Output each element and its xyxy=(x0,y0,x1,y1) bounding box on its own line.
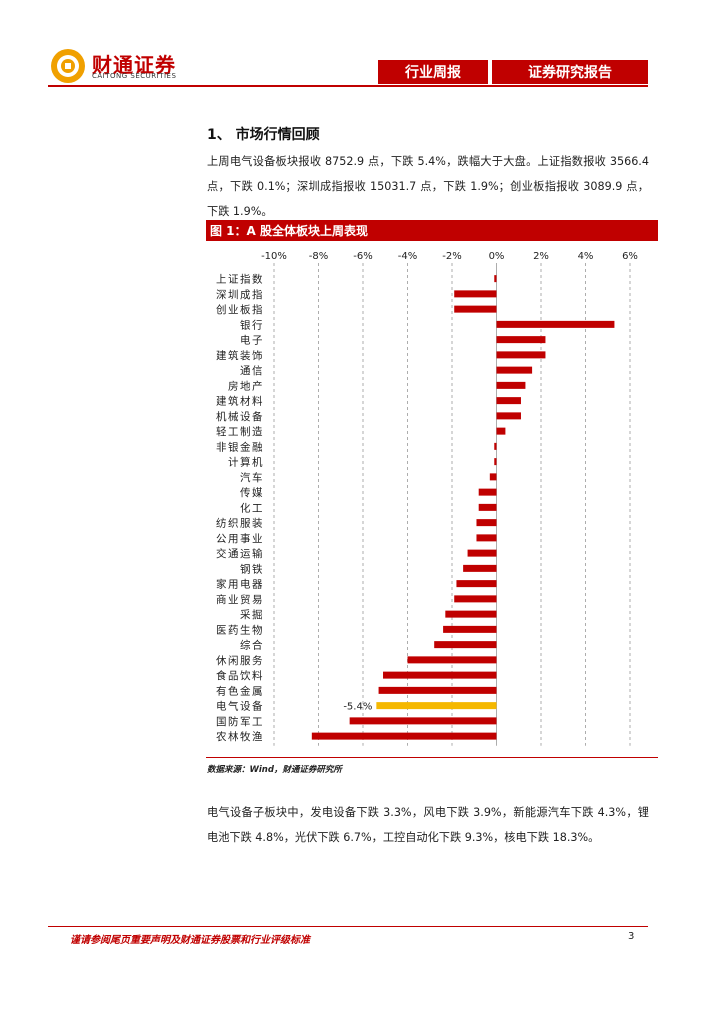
category-label: 银行 xyxy=(240,318,264,331)
bar xyxy=(467,549,497,557)
bar xyxy=(407,656,497,664)
logo-subtext: CAITONG SECURITIES xyxy=(92,72,177,80)
category-label: 采掘 xyxy=(240,608,264,621)
category-label: 钢铁 xyxy=(240,562,264,575)
bar xyxy=(445,610,497,618)
bar xyxy=(494,442,497,450)
logo-text: 财通证券 xyxy=(92,53,176,77)
category-label: 医药生物 xyxy=(216,623,264,636)
logo-mark-icon xyxy=(51,49,85,83)
bar xyxy=(349,717,497,725)
bar xyxy=(476,534,497,542)
category-label: 深圳成指 xyxy=(216,288,264,301)
report-type-tab: 行业周报 xyxy=(378,60,488,84)
bar xyxy=(378,686,497,694)
category-label: 机械设备 xyxy=(216,410,264,423)
bar xyxy=(496,320,615,328)
category-label: 纺织服装 xyxy=(216,517,264,530)
x-tick-label: 4% xyxy=(578,251,594,262)
x-tick-label: -4% xyxy=(398,251,417,262)
bar xyxy=(478,503,497,511)
bar xyxy=(376,702,497,710)
x-tick-label: -8% xyxy=(309,251,328,262)
bar xyxy=(456,580,497,588)
category-label: 休闲服务 xyxy=(216,654,264,667)
footer-divider xyxy=(48,926,648,927)
bar xyxy=(496,412,521,420)
bar xyxy=(496,381,526,389)
bar xyxy=(496,397,521,405)
category-label: 化工 xyxy=(240,501,264,514)
category-label: 有色金属 xyxy=(216,684,264,697)
category-label: 传媒 xyxy=(240,486,264,499)
bar xyxy=(496,336,546,344)
category-label: 公用事业 xyxy=(216,532,264,545)
category-label: 非银金融 xyxy=(216,440,264,453)
bar xyxy=(489,473,497,481)
header-divider xyxy=(48,85,648,87)
category-label: 计算机 xyxy=(228,456,264,469)
bar xyxy=(311,732,497,740)
category-label: 汽车 xyxy=(240,471,264,484)
figure-source: 数据来源：Wind，财通证券研究所 xyxy=(207,765,342,775)
footer-disclaimer: 谨请参阅尾页重要声明及财通证券股票和行业评级标准 xyxy=(70,935,310,946)
bar xyxy=(478,488,497,496)
category-label: 交通运输 xyxy=(216,547,264,560)
section-title: 1、 市场行情回顾 xyxy=(207,127,320,143)
category-label: 电气设备 xyxy=(216,700,264,713)
category-label: 商业贸易 xyxy=(216,593,264,606)
subsector-paragraph: 电气设备子板块中，发电设备下跌 3.3%，风电下跌 3.9%，新能源汽车下跌 4… xyxy=(207,806,649,844)
x-tick-label: -10% xyxy=(261,251,287,262)
category-label: 建筑装饰 xyxy=(216,349,264,362)
bar xyxy=(383,671,497,679)
report-category-tab: 证券研究报告 xyxy=(492,60,648,84)
bar xyxy=(494,275,497,283)
bar xyxy=(496,366,533,374)
figure-title: 图 1：A 股全体板块上周表现 xyxy=(206,220,658,241)
category-label: 电子 xyxy=(240,334,264,347)
bar xyxy=(454,290,497,298)
category-label: 农林牧渔 xyxy=(216,730,264,743)
caitong-logo xyxy=(51,49,85,83)
sector-performance-chart: -10% -8% -6% -4% -2% 0% 2% 4% 6% 上证指数深圳成指创业板指银行电… xyxy=(216,251,638,746)
bar xyxy=(454,305,497,313)
bar xyxy=(434,641,497,649)
category-label: 上证指数 xyxy=(216,273,264,286)
market-review-paragraph: 上周电气设备板块报收 8752.9 点，下跌 5.4%，跌幅大于大盘。上证指数报… xyxy=(207,155,649,218)
bar xyxy=(476,519,497,527)
highlight-data-label: -5.4% xyxy=(343,702,372,713)
x-tick-label: -6% xyxy=(353,251,372,262)
category-label: 创业板指 xyxy=(216,303,264,316)
page-number: 3 xyxy=(628,931,635,942)
bar xyxy=(463,564,497,572)
category-label: 国防军工 xyxy=(216,715,264,728)
bar xyxy=(496,351,546,359)
figure-divider xyxy=(206,757,658,758)
category-label: 综合 xyxy=(240,639,264,652)
category-label: 家用电器 xyxy=(216,578,264,591)
category-label: 轻工制造 xyxy=(216,425,264,438)
bar xyxy=(443,625,497,633)
category-label: 房地产 xyxy=(228,379,264,392)
x-tick-label: -2% xyxy=(442,251,461,262)
bar xyxy=(496,427,506,435)
category-label: 建筑材料 xyxy=(216,395,264,408)
x-tick-label: 6% xyxy=(622,251,638,262)
x-tick-label: 0% xyxy=(489,251,505,262)
bar xyxy=(494,458,497,466)
category-label: 通信 xyxy=(240,365,264,377)
bar xyxy=(454,595,497,603)
category-label: 食品饮料 xyxy=(216,669,264,682)
x-tick-label: 2% xyxy=(533,251,549,262)
